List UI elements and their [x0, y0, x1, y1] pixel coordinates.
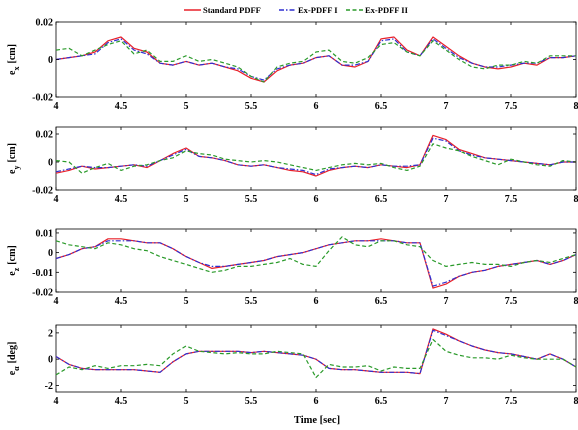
x-axis-label: Time [sec] — [294, 415, 340, 426]
x-tick-label: 5 — [184, 194, 189, 205]
y-axis-label: ez [cm] — [7, 245, 21, 275]
plot-area — [55, 324, 577, 393]
subplot-ey: 4 4.5 5 5.5 6 6.5 7 7.5 8 0.02 0 -0.02 ey [cm] — [7, 126, 578, 205]
y-axis-label-main: e — [7, 169, 18, 174]
legend: Standard PDFF Ex-PDFF I Ex-PDFF II — [184, 5, 409, 15]
series-line-ex-pdff-i — [55, 38, 577, 81]
y-axis-label-sub: α — [12, 366, 21, 371]
x-tick-label: 5 — [184, 396, 189, 407]
plot-area — [55, 21, 577, 98]
y-axis-label: ex [cm] — [7, 44, 21, 75]
y-axis-label-sub: z — [12, 267, 21, 271]
y-axis-label-main: e — [7, 271, 18, 276]
x-tick-label: 6 — [314, 194, 319, 205]
y-axis-label: ey [cm] — [7, 143, 21, 174]
x-tick-label: 5 — [184, 296, 189, 307]
legend-label-ex-pdff-ii: Ex-PDFF II — [365, 5, 409, 15]
y-axis-label-main: e — [7, 370, 18, 375]
legend-label-ex-pdff-i: Ex-PDFF I — [298, 5, 338, 15]
y-tick-label: 0.01 — [36, 228, 54, 239]
y-tick-label: 0 — [48, 55, 53, 66]
x-tick-label: 7.5 — [505, 101, 518, 112]
y-axis-label-unit: [cm] — [7, 44, 18, 63]
x-tick-label: 4.5 — [115, 396, 128, 407]
x-tick-label: 5.5 — [245, 194, 258, 205]
x-tick-label: 6.5 — [375, 194, 388, 205]
x-tick-label: 4 — [54, 396, 59, 407]
x-tick-label: 6.5 — [375, 101, 388, 112]
x-tick-label: 4.5 — [115, 296, 128, 307]
y-axis-label: eα [deg] — [7, 342, 21, 376]
x-tick-label: 4 — [54, 296, 59, 307]
y-tick-label: -2 — [45, 381, 53, 392]
subplot-ex: 4 4.5 5 5.5 6 6.5 7 7.5 8 0.02 0 -0.02 ex [cm] — [7, 18, 578, 113]
x-tick-label: 7 — [444, 101, 449, 112]
x-tick-label: 6 — [314, 296, 319, 307]
subplot-ealpha: 4 4.5 5 5.5 6 6.5 7 7.5 8 2 0 -2 eα [deg] — [7, 324, 578, 407]
x-tick-label: 4.5 — [115, 194, 128, 205]
series-line-ex-pdff-i — [55, 329, 577, 375]
x-tick-label: 6 — [314, 101, 319, 112]
series-line-ex-pdff-ii — [55, 40, 576, 83]
x-tick-label: 6.5 — [375, 396, 388, 407]
x-tick-label: 5.5 — [245, 396, 258, 407]
series-line-ex-pdff-i — [55, 137, 576, 176]
x-tick-label: 4 — [54, 101, 59, 112]
x-tick-label: 8 — [574, 101, 578, 112]
y-tick-label: -0.02 — [32, 93, 53, 104]
x-tick-label: 7.5 — [505, 396, 518, 407]
x-tick-label: 5 — [184, 101, 189, 112]
x-tick-label: 8 — [574, 194, 578, 205]
y-axis-label-sub: x — [12, 66, 21, 70]
x-tick-label: 5.5 — [245, 101, 258, 112]
series-line-ex-pdff-ii — [55, 338, 577, 379]
x-tick-label: 7.5 — [505, 194, 518, 205]
x-tick-label: 6 — [314, 396, 319, 407]
legend-label-standard-pdff: Standard PDFF — [203, 5, 261, 15]
y-tick-label: 0.02 — [36, 18, 54, 29]
y-tick-label: 0 — [48, 158, 53, 169]
series-line-ex-pdff-i — [55, 240, 577, 287]
subplot-ez: 4 4.5 5 5.5 6 6.5 7 7.5 8 0.01 0 -0.01 -0.02 ez [cm] — [7, 228, 578, 307]
x-tick-label: 7.5 — [505, 296, 518, 307]
y-axis-label-unit: [cm] — [7, 245, 18, 264]
x-tick-label: 7 — [444, 296, 449, 307]
y-axis-label-main: e — [7, 70, 18, 75]
x-tick-label: 5.5 — [245, 296, 258, 307]
y-tick-label: 0.02 — [36, 130, 54, 141]
x-tick-label: 8 — [574, 396, 578, 407]
y-tick-label: 0 — [48, 355, 53, 366]
y-axis-label-sub: y — [12, 165, 21, 169]
x-tick-label: 6.5 — [375, 296, 388, 307]
series-line-ex-pdff-ii — [55, 236, 577, 273]
plot-area — [55, 126, 577, 191]
y-tick-label: -0.02 — [32, 186, 53, 197]
x-tick-label: 4.5 — [115, 101, 128, 112]
x-tick-label: 8 — [574, 296, 578, 307]
y-tick-label: -0.01 — [32, 268, 53, 279]
y-tick-label: 0 — [48, 248, 53, 259]
y-tick-label: 2 — [48, 328, 53, 339]
y-axis-label-unit: [cm] — [7, 143, 18, 162]
x-tick-label: 7 — [444, 396, 449, 407]
series-line-ex-pdff-ii — [55, 143, 577, 174]
y-tick-label: -0.02 — [32, 288, 53, 299]
x-tick-label: 4 — [54, 194, 59, 205]
plot-area — [55, 228, 577, 293]
x-tick-label: 7 — [444, 194, 449, 205]
y-axis-label-unit: [deg] — [7, 342, 18, 364]
